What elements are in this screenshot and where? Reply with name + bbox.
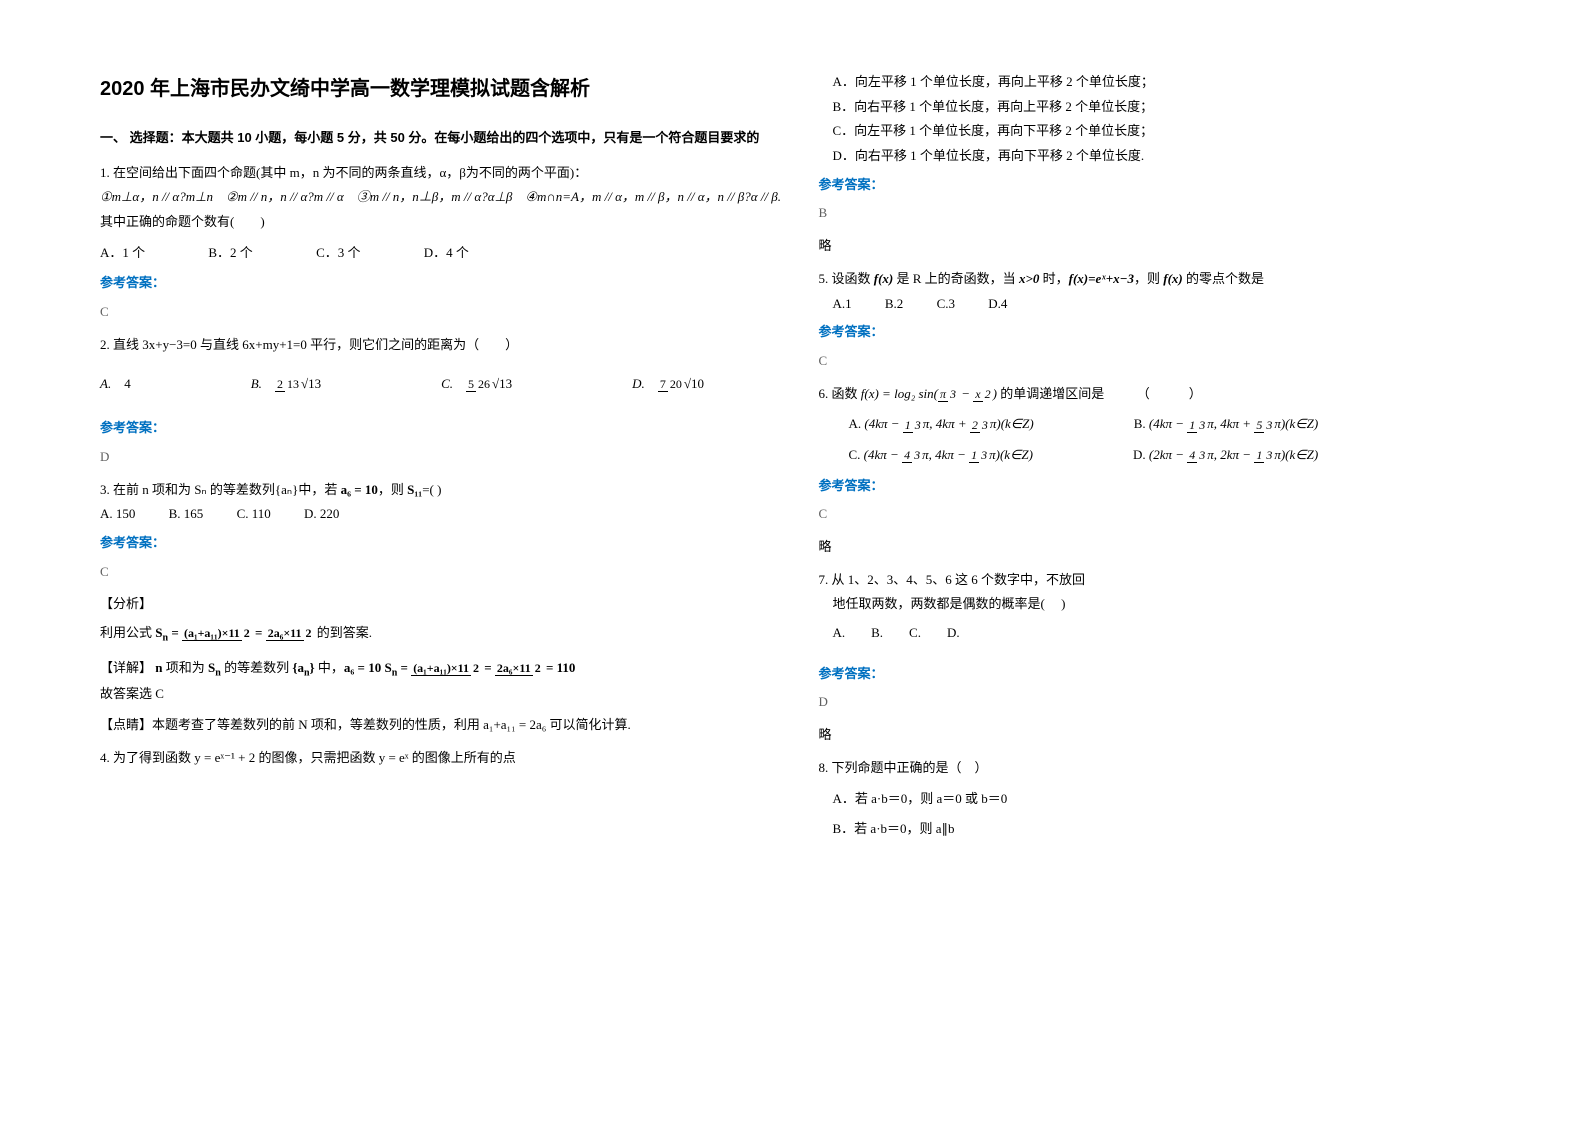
q3-answer-label: 参考答案： [100, 531, 789, 556]
question-8: 8. 下列命题中正确的是（ ） A．若 a·b＝0，则 a＝0 或 b＝0 B．… [819, 756, 1508, 842]
q5-answer-label: 参考答案： [819, 320, 1508, 345]
q3-opt-b: B. 165 [169, 502, 204, 527]
q4-opt-b: B．向右平移 1 个单位长度，再向上平移 2 个单位长度； [833, 95, 1508, 120]
q8-stem: 8. 下列命题中正确的是（ ） [819, 756, 1508, 781]
q3-opt-d: D. 220 [304, 502, 339, 527]
q3-options: A. 150 B. 165 C. 110 D. 220 [100, 502, 789, 527]
question-5: 5. 设函数 f(x) 是 R 上的奇函数，当 x>0 时，f(x)=eˣ+x−… [819, 267, 1508, 374]
question-7: 7. 从 1、2、3、4、5、6 这 6 个数字中，不放回 地任取两数，两数都是… [819, 568, 1508, 748]
q3-point: 【点睛】本题考查了等差数列的前 N 项和，等差数列的性质，利用 a₁+a₁₁ =… [100, 713, 789, 738]
point-label: 【点睛】 [100, 717, 152, 732]
q3-answer: C [100, 560, 789, 585]
q3-detail-post: 故答案选 C [100, 682, 789, 707]
q1-answer: C [100, 300, 789, 325]
question-6: 6. 函数 f(x) = log₂ sin(π3 − x2) 的单调递增区间是 … [819, 382, 1508, 560]
left-column: 2020 年上海市民办文绮中学高一数学理模拟试题含解析 一、 选择题：本大题共 … [100, 70, 819, 1082]
q1-opt-b: B．2 个 [208, 241, 252, 266]
q3-stem: 3. 在前 n 项和为 Sₙ 的等差数列{aₙ}中，若 a₆ = 10，则 S₁… [100, 478, 789, 503]
q4-opt-d: D．向右平移 1 个单位长度，再向下平移 2 个单位长度. [833, 144, 1508, 169]
q3-opt-a: A. 150 [100, 502, 135, 527]
q5-answer: C [819, 349, 1508, 374]
question-1: 1. 在空间给出下面四个命题(其中 m，n 为不同的两条直线，α，β为不同的两个… [100, 161, 789, 325]
q4-opt-c: C．向左平移 1 个单位长度，再向下平移 2 个单位长度； [833, 119, 1508, 144]
q6-options-row1: A. (4kπ − 13π, 4kπ + 23π)(k∈Z) B. (4kπ −… [849, 412, 1508, 437]
q1-props: ①m⊥α，n // α?m⊥n ②m // n，n // α?m // α ③m… [100, 185, 789, 210]
q1-stem: 1. 在空间给出下面四个命题(其中 m，n 为不同的两条直线，α，β为不同的两个… [100, 161, 789, 186]
q6-opt-b: B. (4kπ − 13π, 4kπ + 53π)(k∈Z) [1134, 412, 1318, 437]
q5-opt-a: A.1 [833, 292, 852, 317]
q5-opt-c: C.3 [937, 292, 955, 317]
q2-stem: 2. 直线 3x+y−3=0 与直线 6x+my+1=0 平行，则它们之间的距离… [100, 333, 789, 358]
q8-opt-b: B．若 a·b＝0，则 a∥b [819, 817, 1508, 842]
q2-opt-d: D. 720√10 [632, 372, 704, 397]
q5-opt-b: B.2 [885, 292, 903, 317]
q2-answer-label: 参考答案： [100, 416, 789, 441]
q6-opt-d: D. (2kπ − 43π, 2kπ − 13π)(k∈Z) [1133, 443, 1318, 468]
question-2: 2. 直线 3x+y−3=0 与直线 6x+my+1=0 平行，则它们之间的距离… [100, 333, 789, 470]
q6-sketch: 略 [819, 535, 1508, 560]
q2-answer: D [100, 445, 789, 470]
q6-answer-label: 参考答案： [819, 474, 1508, 499]
q7-line1: 7. 从 1、2、3、4、5、6 这 6 个数字中，不放回 [819, 568, 1508, 593]
q4-answer: B [819, 201, 1508, 226]
q4-sketch: 略 [819, 234, 1508, 259]
q3-formula-line: 利用公式 Sn = (a₁+a₁₁)×112 = 2a₆×112 的到答案. [100, 621, 789, 648]
question-4-stem: 4. 为了得到函数 y = eˣ⁻¹ + 2 的图像，只需把函数 y = eˣ … [100, 746, 789, 771]
q1-opt-c: C．3 个 [316, 241, 360, 266]
q4-opt-a: A．向左平移 1 个单位长度，再向上平移 2 个单位长度； [833, 70, 1508, 95]
q1-options: A．1 个 B．2 个 C．3 个 D．4 个 [100, 241, 789, 266]
exam-title: 2020 年上海市民办文绮中学高一数学理模拟试题含解析 [100, 70, 789, 108]
question-4-options: A．向左平移 1 个单位长度，再向上平移 2 个单位长度； B．向右平移 1 个… [819, 70, 1508, 169]
q2-opt-b: B. 213√13 [251, 372, 321, 397]
q2-opt-a: A. 4 [100, 372, 131, 397]
q1-ask: 其中正确的命题个数有( ) [100, 210, 789, 235]
question-3: 3. 在前 n 项和为 Sₙ 的等差数列{aₙ}中，若 a₆ = 10，则 S₁… [100, 478, 789, 738]
q3-analysis-label: 【分析】 [100, 592, 789, 617]
q7-answer: D [819, 690, 1508, 715]
q1-opt-a: A．1 个 [100, 241, 145, 266]
q2-options: A. 4 B. 213√13 C. 526√13 D. 720√10 [100, 372, 789, 397]
q1-opt-d: D．4 个 [424, 241, 469, 266]
q4-answer-label: 参考答案： [819, 173, 1508, 198]
right-column: A．向左平移 1 个单位长度，再向上平移 2 个单位长度； B．向右平移 1 个… [819, 70, 1538, 1082]
q5-stem: 5. 设函数 f(x) 是 R 上的奇函数，当 x>0 时，f(x)=eˣ+x−… [819, 267, 1508, 292]
q6-stem: 6. 函数 f(x) = log₂ sin(π3 − x2) 的单调递增区间是 … [819, 382, 1508, 407]
q7-options: A. B. C. D. [819, 621, 1508, 646]
q7-line2: 地任取两数，两数都是偶数的概率是( ) [819, 592, 1508, 617]
q8-opt-a: A．若 a·b＝0，则 a＝0 或 b＝0 [819, 787, 1508, 812]
q3-opt-c: C. 110 [237, 502, 271, 527]
q5-opt-d: D.4 [988, 292, 1007, 317]
q2-opt-c: C. 526√13 [441, 372, 512, 397]
q6-options-row2: C. (4kπ − 43π, 4kπ − 13π)(k∈Z) D. (2kπ −… [849, 443, 1508, 468]
q6-opt-a: A. (4kπ − 13π, 4kπ + 23π)(k∈Z) [849, 412, 1034, 437]
q6-answer: C [819, 502, 1508, 527]
q3-detail: 【详解】 n 项和为 Sn 的等差数列 {an} 中，a₆ = 10 Sn = … [100, 656, 789, 683]
q7-sketch: 略 [819, 723, 1508, 748]
section-1-heading: 一、 选择题：本大题共 10 小题，每小题 5 分，共 50 分。在每小题给出的… [100, 126, 789, 151]
detail-label: 【详解】 [100, 660, 152, 675]
q1-answer-label: 参考答案： [100, 271, 789, 296]
q5-options: A.1 B.2 C.3 D.4 [819, 292, 1508, 317]
q7-answer-label: 参考答案： [819, 662, 1508, 687]
q6-opt-c: C. (4kπ − 43π, 4kπ − 13π)(k∈Z) [849, 443, 1033, 468]
